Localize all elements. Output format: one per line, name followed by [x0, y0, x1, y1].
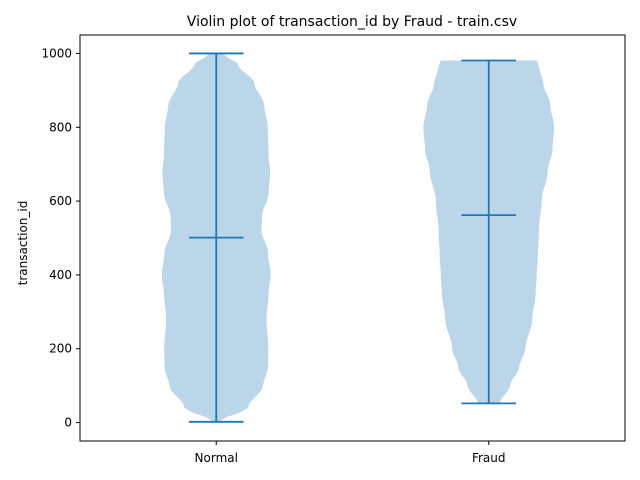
y-tick-label: 0	[64, 416, 72, 430]
y-tick-label: 600	[49, 194, 72, 208]
y-tick-label: 200	[49, 342, 72, 356]
x-tick-label: Fraud	[472, 451, 506, 465]
axes: 0 200 400 600 800 1000 Normal Fraud	[41, 46, 505, 465]
y-tick-label: 800	[49, 120, 72, 134]
y-tick-label: 1000	[41, 46, 72, 60]
plot-frame	[79, 34, 626, 442]
y-axis-label: transaction_id	[16, 201, 30, 286]
y-tick-label: 400	[49, 268, 72, 282]
x-tick-label: Normal	[195, 451, 238, 465]
plot-area	[161, 52, 555, 423]
chart-title: Violin plot of transaction_id by Fraud -…	[187, 14, 517, 30]
